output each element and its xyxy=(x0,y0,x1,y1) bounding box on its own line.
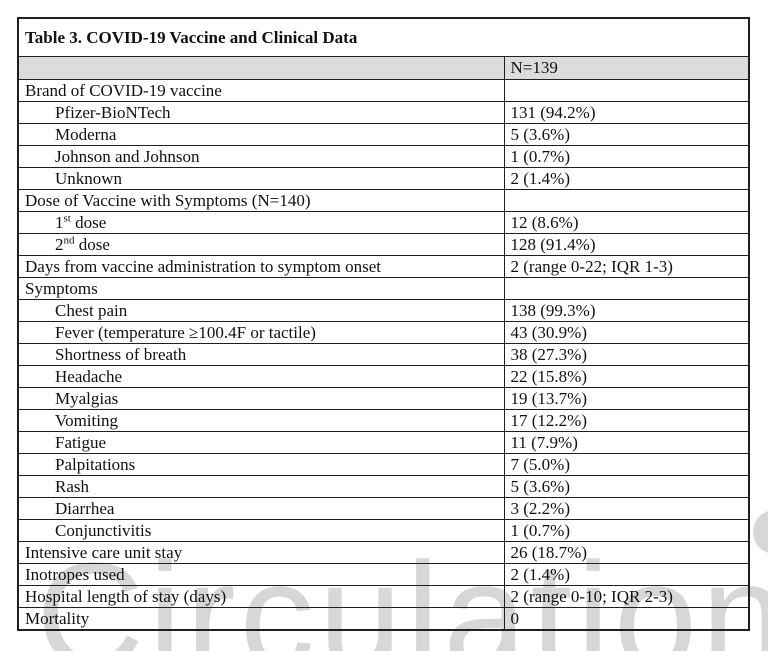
row-value xyxy=(503,79,750,102)
row-label: Palpitations xyxy=(17,453,505,476)
table-row: Fatigue 11 (7.9%) xyxy=(17,431,750,454)
row-label: Myalgias xyxy=(17,387,505,410)
table-row: Mortality 0 xyxy=(17,607,750,631)
table-row: Inotropes used 2 (1.4%) xyxy=(17,563,750,586)
row-label: Pfizer-BioNTech xyxy=(17,101,505,124)
row-label: Days from vaccine administration to symp… xyxy=(17,255,505,278)
table-body: Brand of COVID-19 vaccine Pfizer-BioNTech… xyxy=(17,79,750,631)
table-row: Intensive care unit stay 26 (18.7%) xyxy=(17,541,750,564)
row-label: Unknown xyxy=(17,167,505,190)
row-label: Brand of COVID-19 vaccine xyxy=(17,79,505,102)
row-label: Chest pain xyxy=(17,299,505,322)
table-row: Pfizer-BioNTech 131 (94.2%) xyxy=(17,101,750,124)
row-label: 1st dose xyxy=(17,211,505,234)
table-row: Myalgias 19 (13.7%) xyxy=(17,387,750,410)
row-value: 22 (15.8%) xyxy=(503,365,750,388)
table-title-row: Table 3. COVID-19 Vaccine and Clinical D… xyxy=(17,17,750,57)
row-value: 26 (18.7%) xyxy=(503,541,750,564)
row-label: 2nd dose xyxy=(17,233,505,256)
row-value: 2 (1.4%) xyxy=(503,563,750,586)
row-label: Rash xyxy=(17,475,505,498)
table-row: Conjunctivitis 1 (0.7%) xyxy=(17,519,750,542)
row-value xyxy=(503,277,750,300)
watermark-blob xyxy=(753,510,768,554)
row-label: Fatigue xyxy=(17,431,505,454)
row-label: Hospital length of stay (days) xyxy=(17,585,505,608)
table-row: Brand of COVID-19 vaccine xyxy=(17,79,750,102)
row-label: Intensive care unit stay xyxy=(17,541,505,564)
row-value xyxy=(503,189,750,212)
table-row: Diarrhea 3 (2.2%) xyxy=(17,497,750,520)
table-row: Hospital length of stay (days) 2 (range 0… xyxy=(17,585,750,608)
row-label: Vomiting xyxy=(17,409,505,432)
table-row: Shortness of breath 38 (27.3%) xyxy=(17,343,750,366)
row-label-text: 1 xyxy=(55,212,64,232)
row-value: 38 (27.3%) xyxy=(503,343,750,366)
row-label: Headache xyxy=(17,365,505,388)
row-label-text: 2 xyxy=(55,234,64,254)
row-label: Mortality xyxy=(17,607,505,631)
row-label: Diarrhea xyxy=(17,497,505,520)
row-label: Dose of Vaccine with Symptoms (N=140) xyxy=(17,189,505,212)
table-header-row: N=139 xyxy=(17,56,750,80)
table-row: Symptoms xyxy=(17,277,750,300)
row-value: 5 (3.6%) xyxy=(503,123,750,146)
row-label: Shortness of breath xyxy=(17,343,505,366)
row-value: 3 (2.2%) xyxy=(503,497,750,520)
table-row: Fever (temperature ≥100.4F or tactile) 43… xyxy=(17,321,750,344)
table-title: Table 3. COVID-19 Vaccine and Clinical D… xyxy=(17,17,750,57)
table-row: Vomiting 17 (12.2%) xyxy=(17,409,750,432)
row-value: 128 (91.4%) xyxy=(503,233,750,256)
row-value: 43 (30.9%) xyxy=(503,321,750,344)
row-value: 19 (13.7%) xyxy=(503,387,750,410)
row-label: Symptoms xyxy=(17,277,505,300)
header-empty-cell xyxy=(17,56,505,80)
table-row: Chest pain 138 (99.3%) xyxy=(17,299,750,322)
row-value: 2 (range 0-22; IQR 1-3) xyxy=(503,255,750,278)
row-label-text: dose xyxy=(74,234,110,254)
row-value: 1 (0.7%) xyxy=(503,519,750,542)
row-value: 5 (3.6%) xyxy=(503,475,750,498)
row-value: 2 (1.4%) xyxy=(503,167,750,190)
table-row: Johnson and Johnson 1 (0.7%) xyxy=(17,145,750,168)
table-row: Headache 22 (15.8%) xyxy=(17,365,750,388)
row-label: Conjunctivitis xyxy=(17,519,505,542)
row-label-text: dose xyxy=(70,212,107,232)
table-row: Dose of Vaccine with Symptoms (N=140) xyxy=(17,189,750,212)
row-label: Moderna xyxy=(17,123,505,146)
table-row: Rash 5 (3.6%) xyxy=(17,475,750,498)
row-label-superscript: st xyxy=(63,212,71,225)
row-value: 17 (12.2%) xyxy=(503,409,750,432)
row-value: 131 (94.2%) xyxy=(503,101,750,124)
row-value: 7 (5.0%) xyxy=(503,453,750,476)
row-value: 12 (8.6%) xyxy=(503,211,750,234)
row-label: Johnson and Johnson xyxy=(17,145,505,168)
table-row: Moderna 5 (3.6%) xyxy=(17,123,750,146)
table-row: Unknown 2 (1.4%) xyxy=(17,167,750,190)
table-row: Days from vaccine administration to symp… xyxy=(17,255,750,278)
covid-vaccine-clinical-data-table: Table 3. COVID-19 Vaccine and Clinical D… xyxy=(17,17,751,631)
row-value: 2 (range 0-10; IQR 2-3) xyxy=(503,585,750,608)
header-n-cell: N=139 xyxy=(503,56,750,80)
table-row: Palpitations 7 (5.0%) xyxy=(17,453,750,476)
row-value: 11 (7.9%) xyxy=(503,431,750,454)
row-value: 0 xyxy=(503,607,750,631)
row-value: 1 (0.7%) xyxy=(503,145,750,168)
table-row: 1st dose 12 (8.6%) xyxy=(17,211,750,234)
row-value: 138 (99.3%) xyxy=(503,299,750,322)
row-label: Fever (temperature ≥100.4F or tactile) xyxy=(17,321,505,344)
row-label-superscript: nd xyxy=(63,234,75,247)
row-label: Inotropes used xyxy=(17,563,505,586)
table-row: 2nd dose 128 (91.4%) xyxy=(17,233,750,256)
